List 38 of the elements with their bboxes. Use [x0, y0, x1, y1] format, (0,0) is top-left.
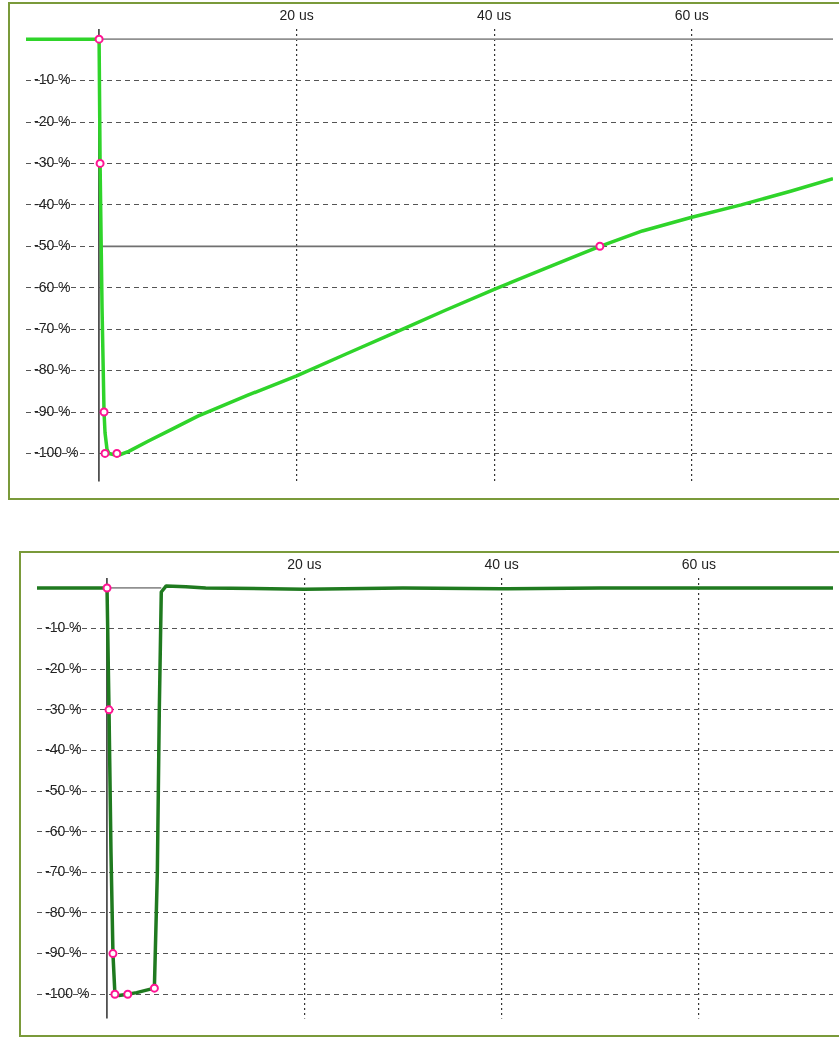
x-tick-label: 60 us [674, 7, 709, 24]
y-tick-label: -60 % [45, 822, 82, 839]
y-tick-label: -80 % [34, 361, 71, 378]
x-tick-label: 40 us [484, 556, 519, 573]
point [99, 407, 109, 417]
point [104, 705, 114, 715]
y-tick-label: -100 % [45, 985, 90, 1002]
y-tick-label: -100 % [34, 444, 79, 461]
y-tick-label: -40 % [45, 741, 82, 758]
point [102, 583, 112, 593]
y-tick-label: -20 % [34, 112, 71, 129]
x-tick-label: 40 us [477, 7, 512, 24]
point [595, 241, 605, 251]
y-tick-label: -60 % [34, 278, 71, 295]
y-tick-label: -50 % [45, 781, 82, 798]
y-tick-label: -70 % [45, 863, 82, 880]
y-tick-label: -80 % [45, 903, 82, 920]
y-tick-label: -20 % [45, 660, 82, 677]
y-tick-label: -30 % [34, 154, 71, 171]
y-tick-label: -90 % [45, 944, 82, 961]
point [108, 949, 118, 959]
y-tick-label: -10 % [34, 71, 71, 88]
y-tick-label: -30 % [45, 700, 82, 717]
y-tick-label: -90 % [34, 402, 71, 419]
point [112, 448, 122, 458]
point [123, 989, 133, 999]
point [149, 983, 159, 993]
y-tick-label: -10 % [45, 619, 82, 636]
y-tick-label: -70 % [34, 320, 71, 337]
x-tick-label: 60 us [681, 556, 716, 573]
y-tick-label: -50 % [34, 237, 71, 254]
point [100, 448, 110, 458]
point [95, 158, 105, 168]
y-tick-label: -40 % [34, 195, 71, 212]
x-tick-label: 20 us [279, 7, 314, 24]
x-tick-label: 20 us [287, 556, 322, 573]
point [110, 989, 120, 999]
point [94, 34, 104, 44]
